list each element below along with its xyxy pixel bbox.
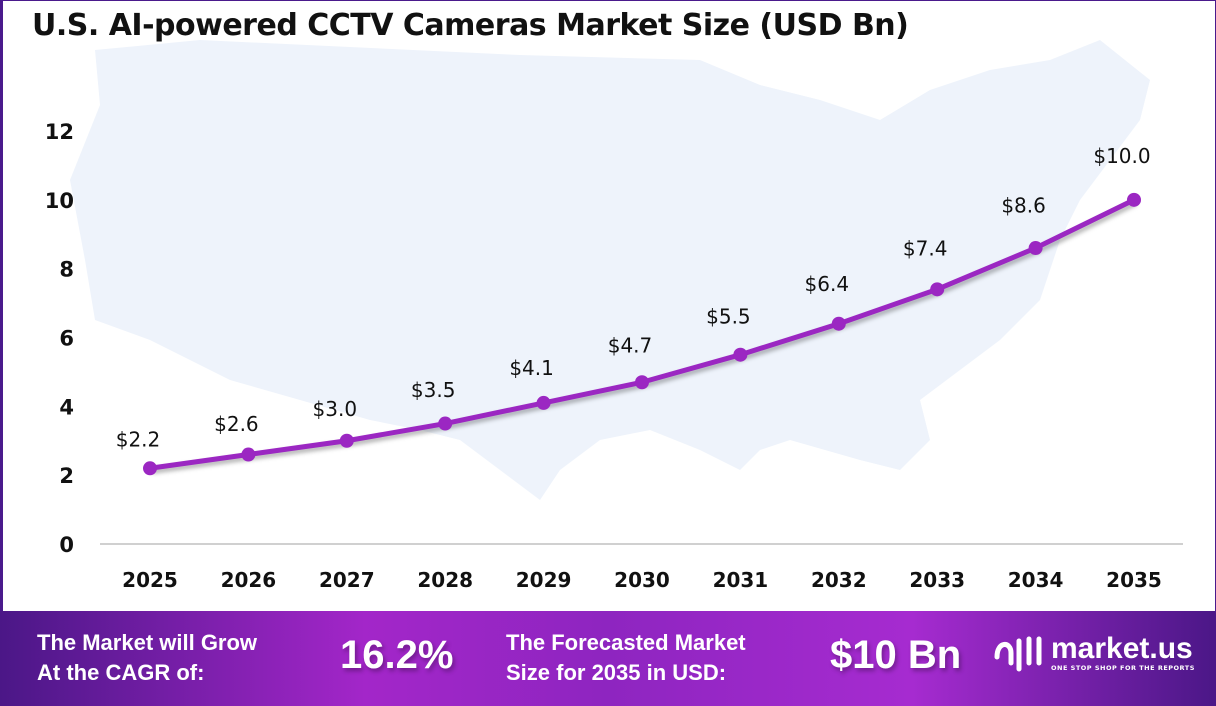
data-label: $5.5	[706, 305, 751, 329]
x-tick-label: 2031	[713, 568, 769, 592]
data-point	[831, 316, 846, 331]
data-point	[1028, 241, 1043, 256]
data-label: $4.7	[608, 334, 653, 358]
x-tick-label: 2027	[319, 568, 375, 592]
data-point	[241, 447, 256, 462]
x-tick-label: 2033	[909, 568, 965, 592]
y-tick-label: 10	[45, 189, 74, 213]
x-tick-label: 2032	[811, 568, 867, 592]
data-label: $10.0	[1093, 144, 1150, 168]
x-tick-label: 2028	[417, 568, 473, 592]
data-label: $3.5	[411, 378, 456, 402]
forecast-label-line2: Size for 2035 in USD:	[506, 660, 727, 685]
logo-tagline: ONE STOP SHOP FOR THE REPORTS	[1051, 664, 1195, 672]
data-point	[339, 433, 354, 448]
cagr-value: 16.2%	[340, 633, 454, 677]
x-tick-label: 2034	[1008, 568, 1064, 592]
x-tick-label: 2030	[614, 568, 670, 592]
logo-name: market.us	[1051, 632, 1193, 665]
x-tick-label: 2025	[122, 568, 178, 592]
forecast-label-line1: The Forecasted Market	[506, 630, 746, 655]
y-tick-label: 4	[59, 395, 74, 419]
market-us-logo: market.us ONE STOP SHOP FOR THE REPORTS	[993, 633, 1195, 673]
cagr-label-line1: The Market will Grow	[37, 630, 258, 655]
y-tick-label: 8	[59, 258, 74, 282]
data-label: $7.4	[903, 236, 948, 260]
y-tick-label: 2	[59, 464, 74, 488]
data-point	[930, 282, 945, 297]
us-map-background	[70, 40, 1150, 500]
x-tick-label: 2035	[1106, 568, 1162, 592]
x-tick-label: 2026	[221, 568, 277, 592]
data-point	[733, 347, 748, 362]
summary-banner: The Market will Grow At the CAGR of: 16.…	[0, 611, 1216, 706]
data-label: $6.4	[805, 272, 850, 296]
chart-title: U.S. AI-powered CCTV Cameras Market Size…	[32, 8, 909, 43]
data-point	[143, 461, 157, 476]
cagr-label: The Market will Grow At the CAGR of:	[37, 628, 257, 688]
data-point	[438, 416, 453, 431]
y-tick-label: 0	[59, 533, 74, 557]
x-tick-label: 2029	[516, 568, 572, 592]
data-label: $4.1	[509, 356, 554, 380]
forecast-value: $10 Bn	[830, 633, 962, 677]
data-label: $3.0	[313, 397, 358, 421]
cagr-label-line2: At the CAGR of:	[37, 660, 205, 685]
data-label: $2.2	[116, 427, 161, 451]
logo-mark-icon	[994, 636, 1042, 672]
forecast-label: The Forecasted Market Size for 2035 in U…	[506, 628, 746, 688]
data-label: $2.6	[214, 412, 259, 436]
line-chart: 0 2 4 6 8 10 12 2025 2026 2027 2028 2029 2030 2031 20…	[45, 40, 1183, 592]
data-label: $8.6	[1001, 194, 1046, 218]
data-point	[1127, 192, 1141, 207]
y-tick-label: 6	[59, 327, 74, 351]
y-tick-label: 12	[45, 120, 74, 144]
data-point	[635, 375, 649, 390]
data-point	[536, 395, 551, 410]
